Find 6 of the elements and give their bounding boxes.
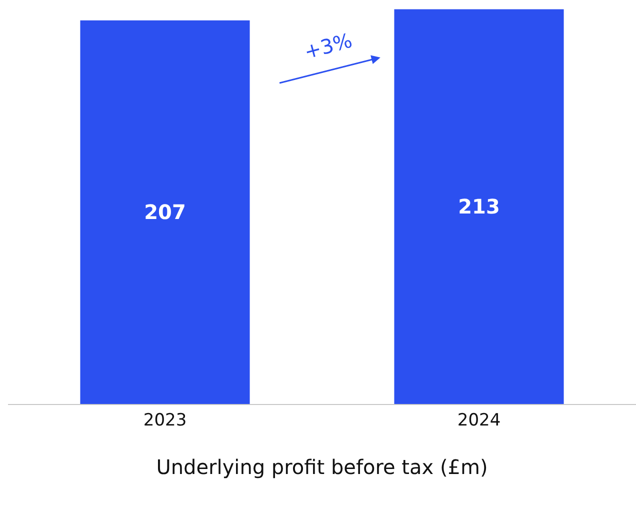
data-label: 213 <box>458 194 500 219</box>
x-tick-label: 2024 <box>457 410 501 430</box>
x-tick-label: 2023 <box>143 410 187 430</box>
annotation: +3% <box>302 28 355 64</box>
x-axis-title: Underlying profit before tax (£m) <box>156 454 488 479</box>
data-label: 207 <box>144 200 186 224</box>
